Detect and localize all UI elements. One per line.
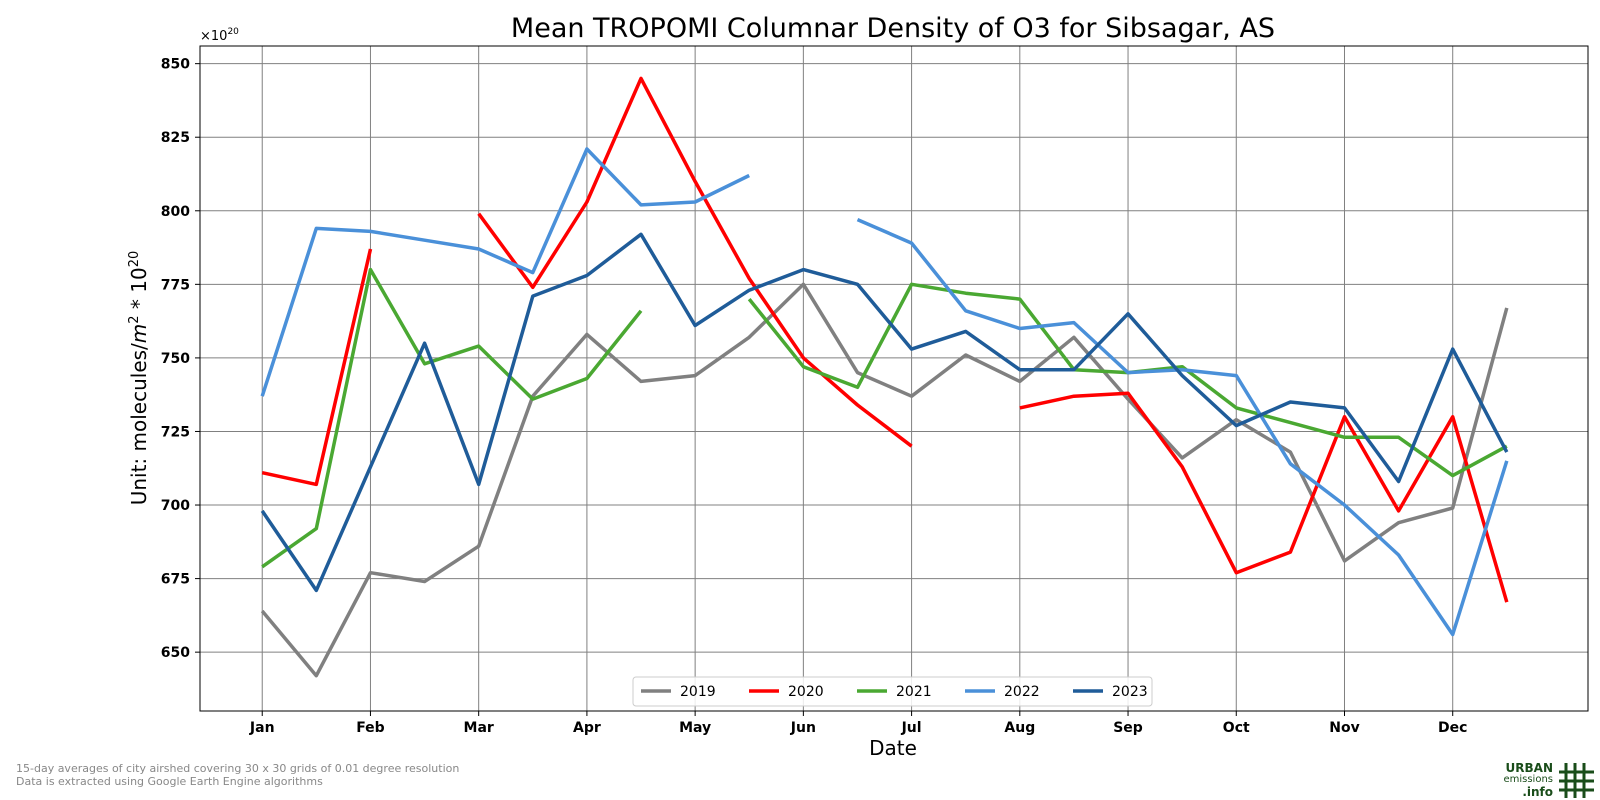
y-axis-multiplier: ×1020 <box>200 27 239 44</box>
logo-text-info: .info <box>1522 785 1553 799</box>
x-tick-label: Feb <box>356 720 385 736</box>
urban-emissions-logo: URBAN emissions .info <box>1503 762 1595 798</box>
x-tick-label: Oct <box>1223 720 1250 736</box>
tick-labels: 650 675 700 725 750 775 800 825 850 Jan Feb Mar Apr M… <box>161 57 1468 736</box>
chart-title: Mean TROPOMI Columnar Density of O3 for … <box>511 13 1275 44</box>
legend-label-2022: 2022 <box>1004 684 1040 700</box>
footnote-line-2: Data is extracted using Google Earth Eng… <box>16 775 323 788</box>
x-tick-label: Apr <box>573 720 601 736</box>
y-multiplier-base: ×10 <box>200 29 227 44</box>
y-tick-label: 725 <box>161 424 190 440</box>
y-label-m: m <box>127 324 151 343</box>
legend: 2019 2020 2021 2022 2023 <box>632 676 1153 707</box>
series-lines <box>260 76 1509 678</box>
x-axis-label: Date <box>869 736 917 760</box>
series-line-2020 <box>1019 391 1509 603</box>
x-tick-label: Jul <box>901 720 922 736</box>
series-line-2020 <box>477 76 913 448</box>
legend-label-2020: 2020 <box>788 684 824 700</box>
y-multiplier-exponent: 20 <box>227 27 239 37</box>
x-tick-label: May <box>679 720 711 736</box>
y-label-exp: 20 <box>127 251 142 268</box>
y-tick-label: 750 <box>161 351 190 367</box>
y-tick-label: 850 <box>161 57 190 73</box>
y-label-m-exp: 2 <box>127 315 142 323</box>
series-line-2020 <box>261 248 373 487</box>
x-tick-label: Jun <box>790 720 816 736</box>
legend-label-2019: 2019 <box>680 684 716 700</box>
series-line-2023 <box>260 232 1509 593</box>
x-tick-label: Nov <box>1329 720 1359 736</box>
legend-label-2023: 2023 <box>1112 684 1148 700</box>
y-tick-label: 650 <box>161 645 190 661</box>
y-axis-label: Unit: molecules/m2 * 1020 <box>127 251 151 506</box>
series-line-2022 <box>856 217 1509 637</box>
y-tick-label: 800 <box>161 204 190 220</box>
logo-text-emissions: emissions <box>1503 774 1553 785</box>
x-tick-label: Mar <box>464 720 494 736</box>
x-tick-label: Dec <box>1438 720 1467 736</box>
logo-text-urban: URBAN <box>1505 761 1553 775</box>
y-tick-label: 675 <box>161 572 190 588</box>
footnote-line-1: 15-day averages of city airshed covering… <box>16 762 460 775</box>
y-label-mid: * 10 <box>127 267 151 315</box>
y-tick-label: 775 <box>161 277 190 293</box>
y-label-prefix: Unit: molecules/ <box>127 343 151 505</box>
legend-label-2021: 2021 <box>896 684 932 700</box>
x-tick-label: Jan <box>249 720 275 736</box>
grid-logo-icon <box>1559 763 1594 798</box>
legend-box <box>632 676 1153 707</box>
y-tick-label: 700 <box>161 498 190 514</box>
x-tick-label: Sep <box>1113 720 1143 736</box>
y-tick-label: 825 <box>161 130 190 146</box>
series-line-2021 <box>261 267 643 569</box>
x-tick-label: Aug <box>1004 720 1035 736</box>
series-line-2022 <box>260 147 750 397</box>
plot-frame <box>199 45 1589 712</box>
